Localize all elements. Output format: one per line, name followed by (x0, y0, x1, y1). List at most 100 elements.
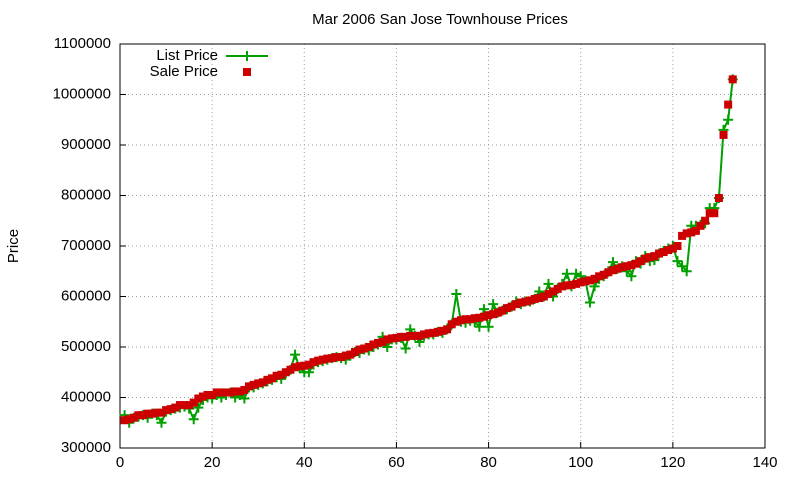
point-marker (549, 287, 558, 296)
point-marker (659, 248, 668, 257)
point-marker (387, 334, 396, 343)
x-tick-label: 40 (296, 454, 313, 471)
point-marker (341, 351, 350, 360)
point-marker (300, 361, 309, 370)
point-marker (171, 403, 180, 412)
point-marker (484, 311, 493, 320)
point-marker (599, 270, 608, 279)
y-tick-label: 500000 (61, 338, 111, 355)
point-marker (451, 288, 462, 299)
point-marker (378, 337, 387, 346)
point-marker (438, 326, 447, 335)
y-axis-label: Price (5, 229, 22, 263)
point-marker (677, 261, 688, 272)
point-marker (166, 405, 175, 414)
point-marker (672, 256, 683, 267)
point-marker (576, 278, 585, 287)
point-marker (483, 321, 494, 332)
point-marker (724, 100, 733, 109)
point-marker (664, 246, 673, 255)
point-marker (673, 242, 682, 250)
point-marker (474, 321, 485, 332)
point-marker (156, 417, 167, 428)
x-tick-label: 60 (388, 454, 405, 471)
point-marker (590, 274, 599, 283)
point-marker (198, 392, 207, 401)
point-marker (239, 393, 250, 404)
point-marker (443, 325, 452, 334)
x-tick-label: 100 (568, 454, 593, 471)
point-marker (507, 302, 516, 311)
point-marker (120, 416, 129, 425)
point-marker (268, 374, 277, 383)
point-marker (401, 332, 410, 341)
point-marker (543, 278, 554, 289)
point-marker (420, 330, 429, 339)
point-marker (374, 338, 382, 347)
point-marker (162, 406, 171, 415)
point-marker (553, 284, 562, 293)
point-marker (157, 408, 166, 417)
point-marker (572, 279, 581, 288)
point-marker (245, 382, 253, 391)
legend-label: Sale Price (150, 63, 218, 80)
point-marker (447, 320, 456, 329)
point-marker (456, 316, 465, 325)
point-marker (429, 328, 438, 337)
point-marker (581, 277, 590, 286)
point-marker (240, 385, 249, 394)
point-marker (397, 332, 406, 341)
point-marker (681, 266, 692, 277)
point-marker (125, 415, 134, 424)
y-tick-label: 400000 (61, 388, 111, 405)
point-marker (687, 228, 696, 237)
point-marker (607, 257, 618, 268)
point-marker (242, 51, 252, 61)
point-marker (678, 231, 687, 240)
point-marker (655, 249, 664, 258)
point-marker (143, 409, 152, 418)
point-marker (584, 297, 595, 308)
point-marker (309, 358, 318, 367)
point-marker (350, 348, 359, 357)
point-marker (567, 280, 576, 289)
point-marker (263, 375, 272, 384)
point-marker (410, 331, 419, 340)
point-marker (562, 281, 571, 290)
point-marker (636, 257, 645, 266)
point-marker (318, 355, 327, 364)
point-marker (530, 295, 539, 304)
point-marker (710, 209, 719, 218)
plot-frame (119, 43, 766, 449)
point-marker (701, 216, 710, 225)
point-marker (337, 353, 346, 362)
point-marker (544, 289, 553, 298)
point-marker (461, 315, 470, 324)
point-marker (249, 380, 258, 389)
point-marker (314, 356, 323, 365)
point-marker (489, 310, 498, 319)
point-marker (641, 254, 650, 263)
point-marker (466, 315, 475, 324)
point-marker (272, 371, 281, 380)
point-marker (622, 262, 631, 271)
y-tick-label: 1100000 (54, 35, 111, 52)
point-marker (323, 354, 332, 363)
x-tick-label: 80 (480, 454, 497, 471)
point-marker (212, 388, 221, 397)
point-marker (139, 411, 148, 420)
point-marker (498, 306, 507, 315)
y-tick-label: 300000 (61, 439, 111, 456)
point-marker (475, 313, 484, 322)
y-tick-label: 600000 (61, 287, 111, 304)
point-marker (175, 401, 184, 410)
point-marker (217, 388, 226, 397)
point-marker (291, 363, 300, 372)
point-marker (364, 343, 373, 351)
point-marker (277, 370, 286, 379)
point-marker (668, 244, 677, 253)
point-marker (558, 282, 567, 291)
x-tick-label: 140 (752, 454, 777, 471)
point-marker (194, 394, 203, 403)
x-tick-label: 20 (204, 454, 221, 471)
